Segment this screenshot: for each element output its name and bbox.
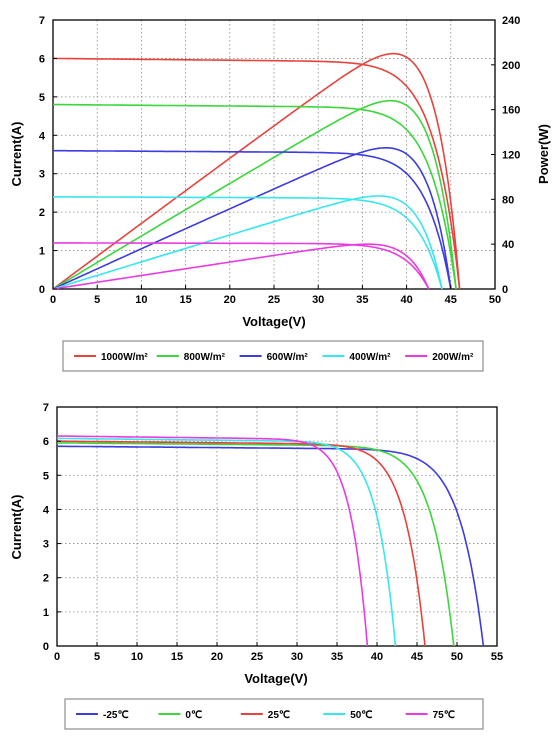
chart1-x-ticks: 0 5 10 15 20 25 30 35 40 45 50 <box>50 285 501 306</box>
y2-tick-label: 160 <box>502 105 520 117</box>
power-curve-1000wm <box>52 52 461 290</box>
y-tick-label: 4 <box>43 504 50 516</box>
iv-curve-0 <box>57 442 455 647</box>
y2-tick-label: 240 <box>502 15 520 27</box>
chart1-y-axis-label: Current(A) <box>9 122 24 187</box>
x-tick-label: 0 <box>50 294 56 306</box>
x-tick-label: 30 <box>312 294 324 306</box>
y2-tick-label: 80 <box>502 194 514 206</box>
iv-curve-400wm <box>53 196 443 290</box>
legend-label-1000wm: 1000W/m² <box>101 352 148 363</box>
power-curve-200wm <box>52 243 430 290</box>
legend-label-75: 75℃ <box>433 710 455 721</box>
legend-label-25: 25℃ <box>268 710 290 721</box>
legend-label-600wm: 600W/m² <box>267 352 309 363</box>
x-tick-label: 25 <box>251 651 263 663</box>
chart2-y-axis-label: Current(A) <box>9 495 24 560</box>
iv-curve-50 <box>57 437 397 647</box>
y-tick-label: 5 <box>39 92 45 104</box>
iv-curve-25 <box>56 440 426 647</box>
x-tick-label: 20 <box>224 294 236 306</box>
chart2-x-ticks: 0 5 10 15 20 25 30 35 40 45 50 55 <box>54 642 503 663</box>
y-tick-label: 6 <box>43 436 49 448</box>
legend-label-200wm: 200W/m² <box>432 352 474 363</box>
x-tick-label: 50 <box>451 651 463 663</box>
power-curve-800wm <box>52 99 457 290</box>
legend-label-400wm: 400W/m² <box>349 352 391 363</box>
y2-tick-label: 120 <box>502 150 520 162</box>
x-tick-label: 15 <box>171 651 183 663</box>
x-tick-label: 50 <box>489 294 501 306</box>
iv-curve-75 <box>57 435 369 647</box>
x-tick-label: 30 <box>291 651 303 663</box>
y-tick-label: 1 <box>39 246 45 258</box>
y-tick-label: 5 <box>43 470 49 482</box>
chart2-curves <box>56 435 485 647</box>
y-tick-label: 0 <box>39 284 45 296</box>
legend-label-0: 0℃ <box>185 710 202 721</box>
chart1-y2-axis-label: Power(W) <box>536 124 551 184</box>
y-tick-label: 3 <box>43 539 49 551</box>
x-tick-label: 45 <box>445 294 457 306</box>
chart1-x-axis-label: Voltage(V) <box>242 314 305 329</box>
chart1-y2-ticks: 0 40 80 120 160 200 240 <box>491 15 520 296</box>
y-tick-label: 1 <box>43 607 49 619</box>
x-tick-label: 35 <box>356 294 368 306</box>
power-curve-400wm <box>52 195 443 290</box>
x-tick-label: 10 <box>135 294 147 306</box>
y2-tick-label: 200 <box>502 60 520 72</box>
y-tick-label: 0 <box>43 641 49 653</box>
power-curve-600wm <box>52 147 452 290</box>
iv-curve-600wm <box>53 149 452 290</box>
y-tick-label: 2 <box>43 573 49 585</box>
chart1-legend-items: 1000W/m² 800W/m² 600W/m² 400W/m² 200W/m² <box>74 352 474 363</box>
x-tick-label: 40 <box>400 294 412 306</box>
iv-curve--25 <box>57 445 485 647</box>
y-tick-label: 2 <box>39 207 45 219</box>
x-tick-label: 0 <box>54 651 60 663</box>
iv-curve-1000wm <box>53 57 461 290</box>
x-tick-label: 15 <box>179 294 191 306</box>
chart1-curves <box>52 52 461 290</box>
y-tick-label: 7 <box>39 15 45 27</box>
legend-label--25: -25℃ <box>103 710 129 721</box>
x-tick-label: 25 <box>268 294 280 306</box>
x-tick-label: 35 <box>331 651 343 663</box>
x-tick-label: 5 <box>94 294 100 306</box>
x-tick-label: 40 <box>371 651 383 663</box>
chart2-x-axis-label: Voltage(V) <box>244 671 307 686</box>
chart2-legend-items: -25℃ 0℃ 25℃ 50℃ 75℃ <box>76 710 455 721</box>
chart1-y-ticks: 0 1 2 3 4 5 6 7 <box>39 15 57 296</box>
y-tick-label: 4 <box>39 130 46 142</box>
x-tick-label: 55 <box>491 651 503 663</box>
y-tick-label: 3 <box>39 169 45 181</box>
x-tick-label: 20 <box>211 651 223 663</box>
legend-label-50: 50℃ <box>350 710 372 721</box>
y-tick-label: 6 <box>39 53 45 65</box>
y2-tick-label: 40 <box>502 239 514 251</box>
iv-curve-200wm <box>53 242 430 290</box>
iv-curve-800wm <box>52 103 457 290</box>
y-tick-label: 7 <box>43 402 49 414</box>
y2-tick-label: 0 <box>502 284 508 296</box>
x-tick-label: 45 <box>411 651 423 663</box>
chart2-plot-frame <box>56 406 498 647</box>
legend-label-800wm: 800W/m² <box>184 352 226 363</box>
x-tick-label: 5 <box>94 651 100 663</box>
chart2-y-ticks: 0 1 2 3 4 5 6 7 <box>43 402 61 653</box>
x-tick-label: 10 <box>131 651 143 663</box>
